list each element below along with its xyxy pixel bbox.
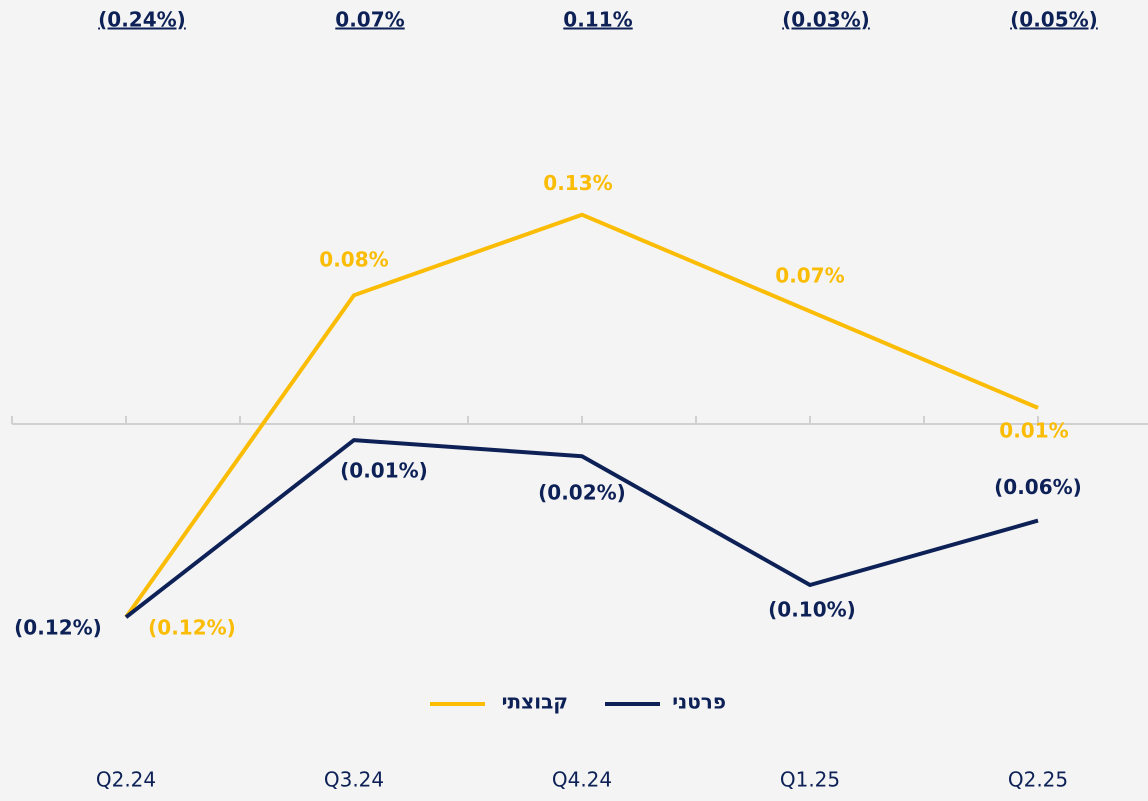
data-label: 0.13%: [543, 171, 612, 195]
total-label: (0.24%): [98, 8, 186, 32]
total-label: 0.11%: [563, 8, 632, 32]
legend-label: קבוצתי: [502, 690, 568, 714]
x-tick-label: Q3.24: [324, 768, 384, 792]
total-label: (0.05%): [1010, 8, 1098, 32]
legend-label: פרטני: [672, 690, 726, 714]
data-label: (0.06%): [994, 475, 1082, 499]
data-label: 0.07%: [775, 264, 844, 288]
data-label: 0.08%: [319, 248, 388, 272]
total-label: (0.03%): [782, 8, 870, 32]
total-label: 0.07%: [335, 8, 404, 32]
data-label: (0.12%): [148, 616, 236, 640]
data-label: (0.01%): [340, 459, 428, 483]
x-tick-label: Q2.24: [96, 768, 156, 792]
x-tick-label: Q1.25: [780, 768, 840, 792]
data-label: 0.01%: [999, 418, 1068, 442]
data-label: (0.12%): [14, 616, 102, 640]
data-label: (0.02%): [538, 481, 626, 505]
x-tick-label: Q4.24: [552, 768, 612, 792]
line-series: [124, 438, 1039, 619]
x-tick-label: Q2.25: [1008, 768, 1068, 792]
data-label: (0.10%): [768, 598, 856, 622]
line-series: [124, 212, 1039, 619]
